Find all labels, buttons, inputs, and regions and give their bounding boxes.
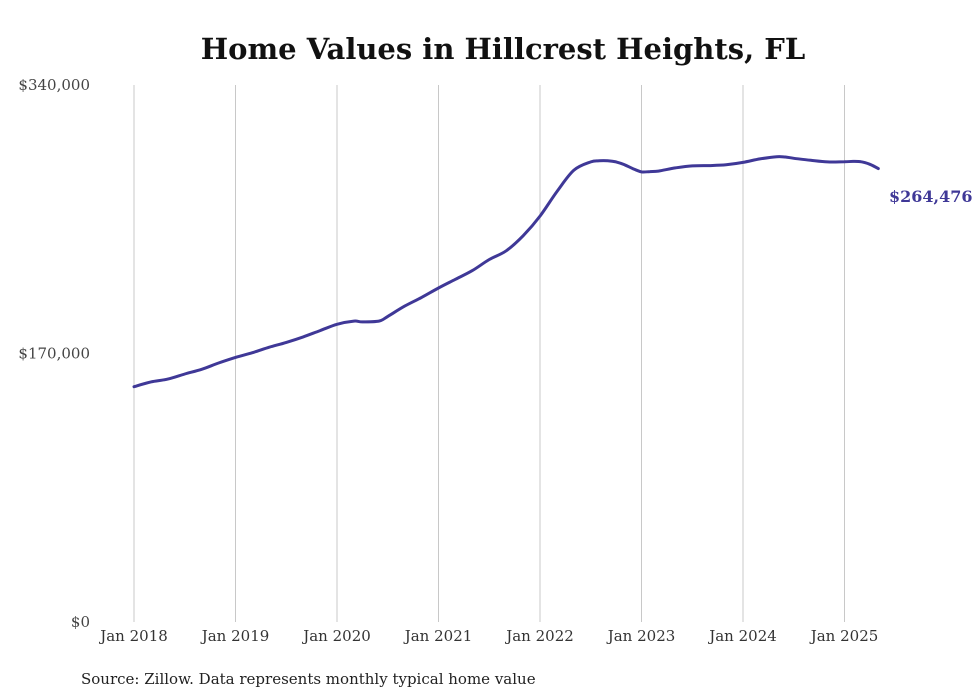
series-line-home-value: [132, 155, 880, 389]
y-axis-ticks: $0 $170,000 $340,000: [18, 76, 90, 631]
x-axis-ticks: Jan 2018 Jan 2019 Jan 2020 Jan 2021 Jan 2022…: [98, 627, 878, 645]
source-note: Source: Zillow. Data represents monthly …: [81, 670, 536, 688]
chart-title: Home Values in Hillcrest Heights, FL: [201, 32, 806, 66]
gridlines: [133, 85, 845, 622]
y-tick-label: $170,000: [18, 345, 90, 363]
x-tick-label: Jan 2019: [200, 627, 270, 645]
x-tick-label: Jan 2023: [606, 627, 676, 645]
y-tick-label: $0: [71, 613, 90, 631]
x-tick-label: Jan 2022: [504, 627, 574, 645]
y-tick-label: $340,000: [18, 76, 90, 94]
x-tick-label: Jan 2025: [809, 627, 879, 645]
end-value-label: $264,476: [889, 187, 973, 206]
x-tick-label: Jan 2024: [707, 627, 777, 645]
x-tick-label: Jan 2018: [98, 627, 168, 645]
x-tick-label: Jan 2020: [301, 627, 371, 645]
x-tick-label: Jan 2021: [403, 627, 473, 645]
